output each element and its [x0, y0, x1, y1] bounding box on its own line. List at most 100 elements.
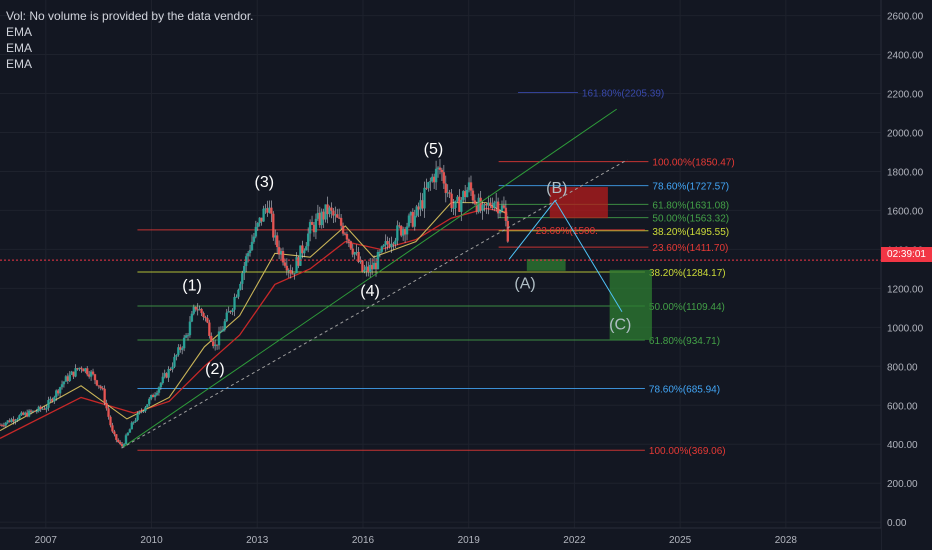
candle-body: [396, 225, 399, 241]
candle-body: [202, 312, 205, 318]
candle-body: [22, 412, 25, 415]
candle-body: [504, 207, 508, 221]
candle-body: [467, 182, 471, 190]
candle-body: [264, 208, 267, 210]
price-tick-label: 400.00: [887, 440, 918, 451]
price-tick-label: 1600.00: [887, 206, 924, 217]
candle-body: [353, 252, 356, 255]
candle-body: [223, 321, 227, 330]
fib-level-label: 161.80%(2205.39): [582, 88, 664, 99]
candle-body: [51, 398, 54, 402]
candle-body: [285, 265, 289, 271]
target-zone: [526, 259, 566, 271]
candle-body: [341, 225, 345, 234]
candle-body: [289, 270, 292, 274]
fib-level-label: 100.00%(369.06): [649, 446, 726, 457]
candle-body: [293, 273, 296, 275]
candle-body: [198, 308, 201, 311]
candle-body: [260, 217, 263, 222]
price-tick-label: 0.00: [887, 518, 907, 529]
candle-body: [312, 224, 316, 233]
candle-body: [95, 380, 99, 386]
candle-body: [262, 208, 265, 222]
ema-legend-3[interactable]: EMA: [6, 57, 33, 71]
candle-body: [446, 192, 449, 194]
wave-label: (A): [514, 275, 535, 292]
time-tick-label: 2010: [140, 535, 163, 546]
candle-body: [122, 444, 126, 447]
candle-body: [128, 429, 132, 433]
candle-body: [297, 257, 300, 266]
candle-body: [151, 394, 155, 398]
candle-body: [506, 220, 510, 242]
candle-body: [328, 207, 331, 215]
candle-body: [74, 368, 77, 377]
candle-body: [49, 398, 52, 401]
target-zone: [549, 187, 608, 219]
time-tick-label: 2022: [563, 535, 586, 546]
wave-label: (2): [205, 361, 225, 378]
fib-level-label: 78.60%(685.94): [649, 385, 720, 396]
candle-body: [130, 422, 133, 430]
candle-body: [295, 257, 298, 274]
price-tick-label: 200.00: [887, 479, 918, 490]
candle-body: [109, 416, 112, 426]
candle-body: [407, 215, 411, 227]
candle-body: [221, 329, 225, 332]
fib-level-label: 38.20%(1284.17): [649, 268, 726, 279]
wave-label: (B): [546, 180, 567, 197]
candle-body: [458, 196, 461, 212]
candle-body: [180, 348, 184, 350]
candle-body: [436, 167, 440, 169]
candle-body: [188, 321, 192, 336]
candle-body: [78, 367, 81, 370]
candle-body: [274, 235, 277, 238]
candle-body: [213, 344, 217, 347]
candle-body: [105, 402, 108, 409]
candle-body: [384, 241, 387, 246]
trendlines: [0, 108, 881, 449]
candle-body: [351, 248, 354, 255]
candle-body: [316, 212, 320, 219]
candle-body: [217, 331, 221, 346]
wave-label: (1): [182, 277, 202, 294]
candle-body: [167, 368, 170, 378]
candle-body: [310, 222, 314, 225]
candle-body: [496, 201, 500, 214]
candle-body: [163, 373, 166, 377]
candle-body: [161, 376, 165, 384]
ema-legend-2[interactable]: EMA: [6, 41, 33, 55]
wave-label: (5): [424, 141, 444, 158]
candle-body: [324, 204, 327, 220]
price-tick-label: 800.00: [887, 362, 918, 373]
candle-body: [283, 262, 287, 266]
candle-body: [450, 193, 453, 209]
candle-body: [136, 413, 139, 421]
candle-body: [367, 266, 370, 273]
candle-body: [66, 376, 70, 381]
ema-legend-1[interactable]: EMA: [6, 25, 33, 39]
candle-body: [0, 424, 4, 426]
candle-body: [68, 374, 71, 381]
candle-body: [363, 269, 366, 272]
candle-body: [55, 390, 58, 398]
candle-body: [306, 233, 310, 247]
ema-fast-line: [0, 202, 508, 432]
fib-level-label: 61.80%(1631.08): [652, 200, 729, 211]
candle-body: [80, 367, 83, 370]
candle-body: [212, 341, 215, 347]
candle-body: [471, 190, 475, 201]
fib-level-label: 50.00%(1109.44): [649, 302, 725, 313]
candle-body: [76, 368, 79, 370]
candle-body: [334, 214, 337, 216]
price-tick-label: 2000.00: [887, 128, 924, 139]
candle-body: [177, 347, 180, 355]
candle-body: [157, 387, 161, 393]
candle-body: [227, 311, 230, 313]
candle-body: [233, 297, 236, 310]
candle-body: [171, 366, 174, 370]
candle-body: [142, 411, 145, 413]
abc-wave-path: [508, 199, 623, 312]
